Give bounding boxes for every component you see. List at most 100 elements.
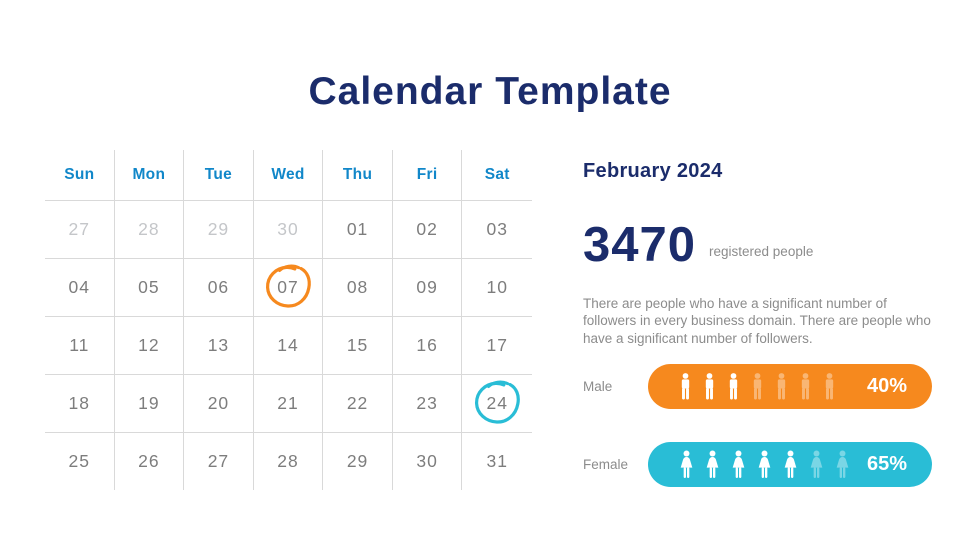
male-bar-row: Male 40% — [583, 364, 932, 409]
calendar-date-cell: 12 — [115, 317, 185, 374]
calendar-date-cell: 05 — [115, 259, 185, 316]
female-label: Female — [583, 457, 629, 472]
calendar-date-cell: 28 — [254, 433, 324, 490]
calendar-date-cell: 08 — [323, 259, 393, 316]
calendar-date: 30 — [416, 451, 438, 471]
day-header-thu: Thu — [323, 150, 393, 200]
calendar-date: 28 — [277, 451, 299, 471]
calendar-date-cell: 06 — [184, 259, 254, 316]
calendar-date-cell: 24 — [462, 375, 532, 432]
calendar-date: 06 — [207, 277, 230, 297]
calendar-date-cell: 23 — [393, 375, 463, 432]
calendar-date: 19 — [138, 393, 160, 413]
calendar-date: 11 — [69, 335, 90, 355]
description-text: There are people who have a significant … — [583, 295, 931, 346]
day-header-mon: Mon — [115, 150, 185, 200]
calendar-date-cell: 29 — [184, 201, 254, 258]
calendar-date-cell: 22 — [323, 375, 393, 432]
calendar-date-cell: 17 — [462, 317, 532, 374]
calendar-date: 02 — [416, 219, 438, 239]
calendar-date-cell: 26 — [115, 433, 185, 490]
calendar-week-row: 25 26 27 28 29 30 31 — [45, 433, 532, 490]
calendar-date-cell: 13 — [184, 317, 254, 374]
calendar-date-cell: 04 — [45, 259, 115, 316]
registered-people-stat: 3470 registered people — [583, 221, 813, 270]
male-person-icon — [801, 373, 810, 400]
calendar: Sun Mon Tue Wed Thu Fri Sat 27 28 29 30 01 02 03 04 05 0… — [45, 150, 532, 490]
calendar-date: 27 — [68, 219, 91, 239]
calendar-header-row: Sun Mon Tue Wed Thu Fri Sat — [45, 150, 532, 201]
calendar-date-cell: 21 — [254, 375, 324, 432]
calendar-date-cell: 31 — [462, 433, 532, 490]
female-bar-row: Female 65% — [583, 442, 932, 487]
person-icons — [678, 449, 851, 480]
male-person-icon — [777, 373, 786, 400]
male-person-icon — [753, 373, 762, 400]
female-person-icon — [810, 450, 823, 478]
day-header-tue: Tue — [184, 150, 254, 200]
calendar-date: 18 — [68, 393, 91, 413]
male-person-icon — [729, 373, 738, 400]
calendar-date: 20 — [207, 393, 230, 413]
calendar-date: 29 — [346, 451, 369, 471]
calendar-date: 07 — [277, 277, 299, 297]
calendar-date-cell: 09 — [393, 259, 463, 316]
calendar-week-row: 27 28 29 30 01 02 03 — [45, 201, 532, 259]
calendar-date-cell: 28 — [115, 201, 185, 258]
calendar-date-cell: 11 — [45, 317, 115, 374]
male-person-icon — [705, 373, 714, 400]
calendar-date-cell: 14 — [254, 317, 324, 374]
calendar-date: 03 — [486, 219, 508, 239]
calendar-date-cell: 27 — [184, 433, 254, 490]
calendar-date: 09 — [416, 277, 438, 297]
male-person-icon — [681, 373, 690, 400]
calendar-date: 17 — [486, 335, 508, 355]
calendar-date: 23 — [416, 393, 438, 413]
calendar-week-row: 04 05 06 07 08 09 10 — [45, 259, 532, 317]
calendar-date: 21 — [277, 393, 299, 413]
day-header-wed: Wed — [254, 150, 324, 200]
day-header-fri: Fri — [393, 150, 463, 200]
male-label: Male — [583, 379, 613, 394]
calendar-date-cell: 07 — [254, 259, 324, 316]
female-person-icon — [784, 450, 797, 478]
female-person-icon — [706, 450, 719, 478]
female-person-icon — [732, 450, 745, 478]
calendar-date: 31 — [486, 451, 508, 471]
calendar-date-cell: 20 — [184, 375, 254, 432]
gender-bars: Male 40% Female 65% — [583, 364, 932, 487]
person-icons — [678, 371, 837, 402]
female-person-icon — [680, 450, 693, 478]
stat-label: registered people — [709, 244, 814, 259]
calendar-date-cell: 25 — [45, 433, 115, 490]
calendar-date: 01 — [346, 219, 369, 239]
male-percent: 40% — [866, 375, 907, 397]
calendar-date-cell: 02 — [393, 201, 463, 258]
calendar-date-cell: 19 — [115, 375, 185, 432]
calendar-date: 22 — [346, 393, 369, 413]
page-title: Calendar Template — [308, 70, 672, 114]
calendar-date-cell: 18 — [45, 375, 115, 432]
calendar-date: 04 — [68, 277, 91, 297]
calendar-date: 15 — [346, 335, 369, 355]
day-header-sun: Sun — [45, 150, 115, 200]
calendar-date: 29 — [207, 219, 230, 239]
calendar-date: 30 — [277, 219, 299, 239]
calendar-date-cell: 27 — [45, 201, 115, 258]
calendar-date-cell: 03 — [462, 201, 532, 258]
calendar-date: 08 — [346, 277, 369, 297]
calendar-date: 05 — [138, 277, 160, 297]
female-person-icon — [758, 450, 771, 478]
calendar-date-cell: 30 — [393, 433, 463, 490]
calendar-date: 24 — [486, 393, 508, 413]
calendar-date-cell: 10 — [462, 259, 532, 316]
calendar-week-row: 11 12 13 14 15 16 17 — [45, 317, 532, 375]
calendar-date: 25 — [68, 451, 91, 471]
calendar-date-cell: 16 — [393, 317, 463, 374]
calendar-week-row: 18 19 20 21 22 23 24 — [45, 375, 532, 433]
female-person-icon — [836, 450, 849, 478]
male-person-icon — [825, 373, 834, 400]
calendar-date: 27 — [207, 451, 230, 471]
calendar-date-cell: 29 — [323, 433, 393, 490]
